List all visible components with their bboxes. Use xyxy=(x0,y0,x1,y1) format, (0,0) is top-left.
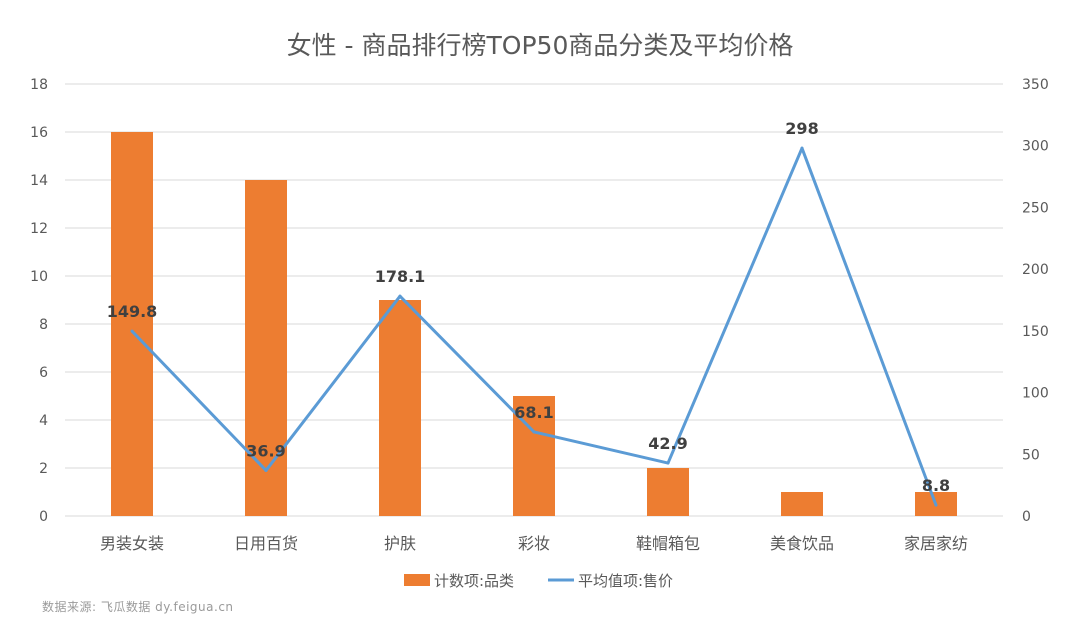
legend-label: 计数项:品类 xyxy=(434,572,514,590)
x-tick-label: 护肤 xyxy=(384,534,416,553)
y-right-tick-label: 250 xyxy=(1022,200,1049,216)
x-tick-label: 家居家纺 xyxy=(904,534,968,553)
bar xyxy=(781,492,823,516)
y-right-tick-label: 200 xyxy=(1022,262,1049,278)
y-left-tick-label: 10 xyxy=(30,269,48,285)
y-left-tick-label: 12 xyxy=(30,221,48,237)
data-label: 8.8 xyxy=(922,476,950,495)
y-left-tick-label: 0 xyxy=(39,509,48,525)
y-left-tick-label: 4 xyxy=(39,413,48,429)
x-tick-label: 美食饮品 xyxy=(770,534,834,553)
x-tick-label: 彩妆 xyxy=(518,534,550,553)
y-left-tick-label: 2 xyxy=(39,461,48,477)
line-point xyxy=(398,294,402,298)
chart-title: 女性 - 商品排行榜TOP50商品分类及平均价格 xyxy=(287,31,794,60)
data-label: 36.9 xyxy=(246,441,285,460)
source-note: 数据来源: 飞瓜数据 dy.feigua.cn xyxy=(42,600,234,614)
line-point xyxy=(130,329,134,333)
line-point xyxy=(532,430,536,434)
y-right-tick-label: 50 xyxy=(1022,447,1040,463)
x-tick-label: 男装女装 xyxy=(100,534,164,553)
legend-swatch-bar xyxy=(404,574,430,586)
line-point xyxy=(264,468,268,472)
line-point xyxy=(934,503,938,507)
x-tick-label: 鞋帽箱包 xyxy=(636,534,700,553)
y-right-tick-label: 150 xyxy=(1022,324,1049,340)
y-left-tick-label: 18 xyxy=(30,77,48,93)
line-point xyxy=(800,146,804,150)
data-label: 298 xyxy=(785,119,818,138)
bar xyxy=(647,468,689,516)
y-right-tick-label: 0 xyxy=(1022,509,1031,525)
bar xyxy=(111,132,153,516)
y-right-tick-label: 350 xyxy=(1022,77,1049,93)
x-tick-label: 日用百货 xyxy=(234,534,298,553)
data-label: 68.1 xyxy=(514,403,553,422)
bar xyxy=(245,180,287,516)
bar xyxy=(379,300,421,516)
legend-label: 平均值项:售价 xyxy=(578,572,673,590)
y-left-tick-label: 6 xyxy=(39,365,48,381)
data-label: 149.8 xyxy=(107,302,158,321)
data-label: 42.9 xyxy=(648,434,687,453)
data-label: 178.1 xyxy=(375,267,426,286)
line-point xyxy=(666,461,670,465)
y-left-tick-label: 8 xyxy=(39,317,48,333)
y-left-tick-label: 14 xyxy=(30,173,48,189)
y-left-tick-label: 16 xyxy=(30,125,48,141)
y-right-tick-label: 300 xyxy=(1022,139,1049,155)
y-right-tick-label: 100 xyxy=(1022,386,1049,402)
